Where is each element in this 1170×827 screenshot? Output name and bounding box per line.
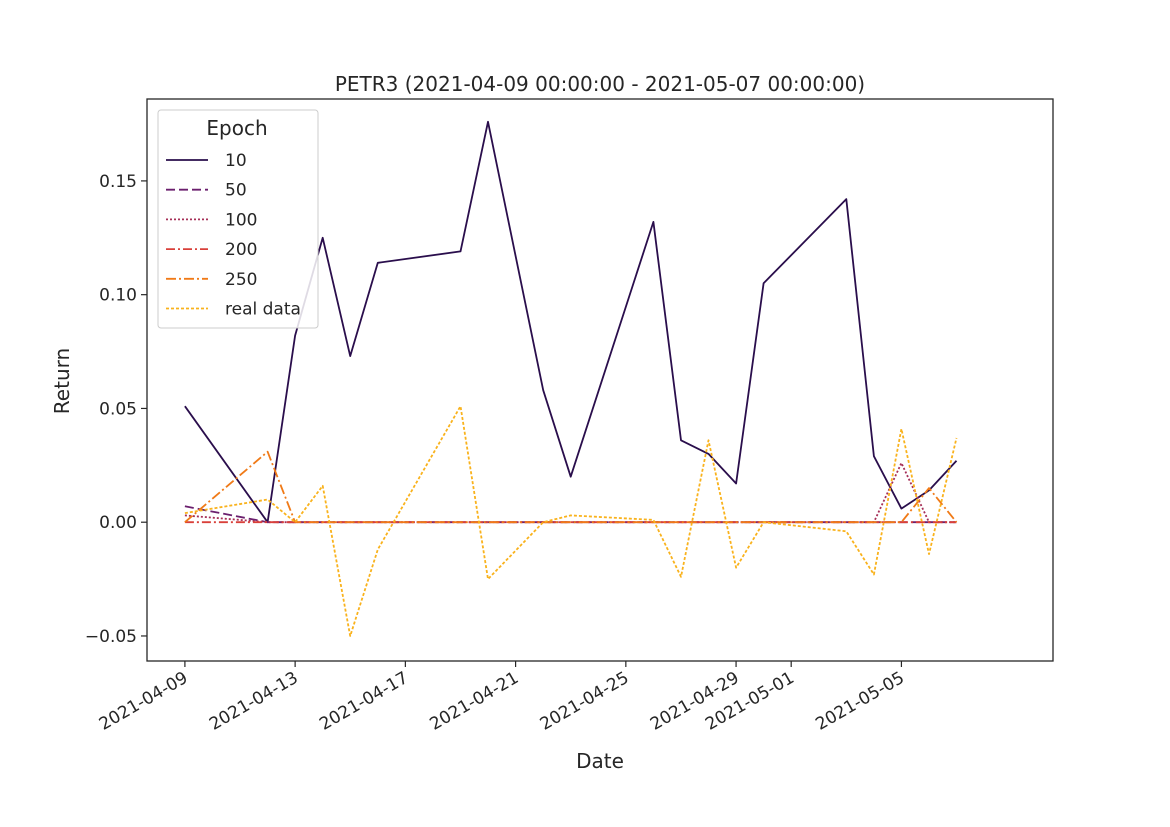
legend-label: 100: [225, 210, 257, 230]
y-tick-label: 0.10: [99, 286, 137, 306]
legend-frame: [157, 109, 319, 329]
legend-label: real data: [225, 300, 301, 320]
y-tick-label: −0.05: [85, 627, 137, 647]
y-axis: −0.05 0.00 0.05 0.10 0.15: [85, 172, 147, 647]
x-tick-label: 2021-04-09: [96, 668, 192, 735]
plot-area: [184, 120, 958, 637]
legend: Epoch 10 50 100 200 250 real data: [157, 109, 319, 329]
legend-label: 10: [225, 151, 247, 171]
x-tick-label: 2021-04-17: [316, 668, 412, 735]
series-line-10: [184, 120, 958, 524]
series-line-real-data: [184, 405, 958, 637]
chart-title: PETR3 (2021-04-09 00:00:00 - 2021-05-07 …: [335, 72, 865, 96]
series-line-100: [184, 462, 957, 524]
legend-label: 250: [225, 270, 257, 290]
x-tick-label: 2021-05-05: [812, 668, 908, 735]
legend-label: 50: [225, 181, 247, 201]
y-axis-title: Return: [50, 348, 74, 414]
y-tick-label: 0.15: [99, 172, 137, 192]
legend-label: 200: [225, 240, 257, 260]
y-tick-label: 0.05: [99, 399, 137, 419]
x-tick-label: 2021-04-25: [537, 668, 633, 735]
x-axis: 2021-04-09 2021-04-13 2021-04-17 2021-04-21…: [96, 661, 908, 735]
legend-title: Epoch: [206, 116, 267, 140]
series-line-250: [184, 450, 958, 524]
x-tick-label: 2021-04-13: [206, 668, 302, 735]
x-axis-title: Date: [576, 749, 624, 773]
y-tick-label: 0.00: [99, 513, 137, 533]
series-line-50: [184, 505, 957, 524]
x-tick-label: 2021-04-21: [427, 668, 523, 735]
plot-frame: [146, 98, 1054, 662]
